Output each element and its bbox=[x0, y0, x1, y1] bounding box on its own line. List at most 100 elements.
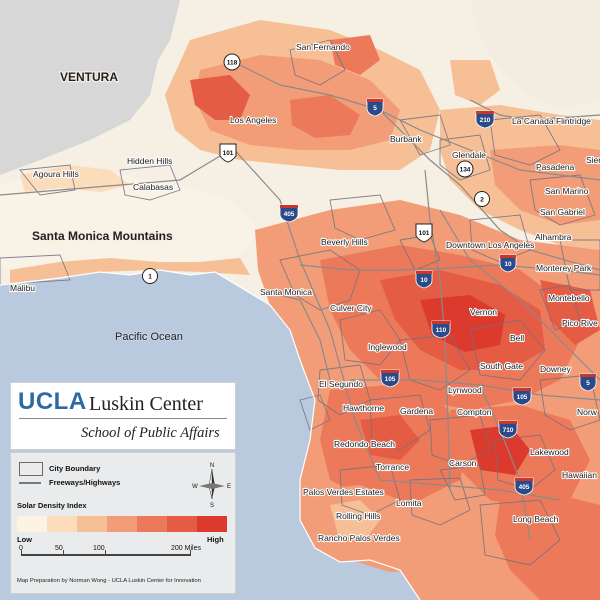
place-label: Sierra bbox=[586, 155, 600, 165]
place-label: Glendale bbox=[452, 150, 486, 160]
ramp-cell-4 bbox=[107, 516, 137, 532]
place-label: Hawaiian bbox=[562, 470, 597, 480]
place-label: La Canada Flintridge bbox=[512, 116, 591, 126]
place-label: Malibu bbox=[10, 283, 35, 293]
place-label: Compton bbox=[457, 407, 492, 417]
luskin-center-title: Luskin Center bbox=[89, 393, 203, 415]
svg-text:E: E bbox=[227, 484, 231, 490]
place-label: Calabasas bbox=[133, 182, 173, 192]
svg-text:105: 105 bbox=[517, 394, 528, 401]
legend-freeways-label: Freeways/Highways bbox=[49, 478, 121, 487]
interstate-shield: 10 bbox=[415, 270, 433, 289]
scale-label-0: 0 bbox=[19, 545, 23, 552]
interstate-shield: 405 bbox=[279, 204, 299, 223]
place-label: Redondo Beach bbox=[334, 439, 395, 449]
svg-text:134: 134 bbox=[460, 167, 471, 174]
svg-text:105: 105 bbox=[385, 376, 396, 383]
place-label: Vernon bbox=[470, 307, 497, 317]
place-label: Montebello bbox=[548, 293, 590, 303]
svg-text:210: 210 bbox=[480, 117, 491, 124]
us-route-shield: 101 bbox=[415, 223, 433, 243]
coastline bbox=[0, 269, 421, 600]
place-label: Downey bbox=[540, 364, 571, 374]
map-legend: City Boundary Freeways/Highways Solar De… bbox=[10, 452, 236, 594]
scale-tick bbox=[21, 550, 22, 556]
scale-label-200: 200 Miles bbox=[171, 545, 201, 552]
place-label: Downtown Los Angeles bbox=[446, 240, 534, 250]
svg-text:10: 10 bbox=[420, 277, 428, 284]
place-label: Lakewood bbox=[530, 447, 569, 457]
state-route-shield: 2 bbox=[474, 191, 490, 207]
place-label: Torrance bbox=[376, 462, 409, 472]
place-label: Gardena bbox=[400, 406, 433, 416]
place-label: El Segundo bbox=[319, 379, 363, 389]
svg-text:1: 1 bbox=[148, 274, 152, 281]
school-subtitle: School of Public Affairs bbox=[81, 425, 220, 441]
scale-label-100: 100 bbox=[93, 545, 105, 552]
place-label: Monterey Park bbox=[536, 263, 592, 273]
ucla-luskin-logo: UCLA Luskin Center School of Public Affa… bbox=[10, 382, 236, 450]
interstate-shield: 10 bbox=[499, 254, 517, 273]
place-label: Beverly Hills bbox=[321, 237, 368, 247]
highway-shields: 118 5 210 101 134 2 405 bbox=[142, 53, 597, 496]
svg-text:110: 110 bbox=[436, 327, 447, 334]
place-label: Hawthorne bbox=[343, 403, 384, 413]
ramp-cell-7 bbox=[197, 516, 227, 532]
interstate-shield: 5 bbox=[579, 373, 597, 392]
interstate-shield: 110 bbox=[431, 320, 451, 339]
place-label: Long Beach bbox=[513, 514, 559, 524]
place-label: San Marino bbox=[545, 186, 589, 196]
svg-text:101: 101 bbox=[223, 150, 234, 157]
place-label: Carson bbox=[449, 458, 477, 468]
region-label-ventura: VENTURA bbox=[60, 70, 118, 84]
state-route-shield: 1 bbox=[142, 268, 158, 284]
place-label: Los Angeles bbox=[230, 115, 276, 125]
mountains-area bbox=[0, 170, 260, 270]
place-label: Rolling Hills bbox=[336, 511, 380, 521]
city-labels: San Fernando Los Angeles Burbank Glendal… bbox=[9, 41, 600, 544]
svg-text:118: 118 bbox=[227, 60, 238, 67]
place-label: Lynwood bbox=[448, 385, 482, 395]
region-label-pacific-ocean: Pacific Ocean bbox=[115, 331, 183, 343]
place-label: Bell bbox=[510, 333, 524, 343]
svg-text:405: 405 bbox=[284, 211, 295, 218]
legend-low-label: Low bbox=[17, 535, 32, 544]
ramp-cell-2 bbox=[47, 516, 77, 532]
legend-index-title: Solar Density Index bbox=[17, 501, 87, 510]
solar-density-layer bbox=[10, 20, 600, 600]
scale-bar bbox=[21, 554, 191, 556]
ucla-wordmark: UCLA bbox=[18, 388, 87, 415]
state-route-shield: 134 bbox=[456, 160, 474, 178]
scale-tick bbox=[105, 550, 106, 556]
place-label: Rancho Palos Verdes bbox=[318, 533, 400, 543]
svg-text:W: W bbox=[192, 484, 198, 490]
place-label: South Gate bbox=[480, 361, 523, 371]
freeway-swatch bbox=[19, 482, 41, 484]
scale-tick bbox=[63, 550, 64, 556]
place-label: Santa Monica bbox=[260, 287, 312, 297]
freeway-network bbox=[0, 59, 600, 541]
svg-text:5: 5 bbox=[586, 380, 590, 387]
place-label: Norw bbox=[577, 407, 598, 417]
ramp-cell-5 bbox=[137, 516, 167, 532]
place-label: Alhambra bbox=[535, 232, 572, 242]
place-label: Culver City bbox=[330, 303, 372, 313]
svg-text:2: 2 bbox=[480, 197, 484, 204]
scale-tick bbox=[190, 550, 191, 556]
svg-text:10: 10 bbox=[504, 261, 512, 268]
svg-text:101: 101 bbox=[419, 230, 430, 237]
interstate-shield: 5 bbox=[366, 98, 384, 117]
place-label: Agoura Hills bbox=[33, 169, 79, 179]
place-label: Hidden Hills bbox=[127, 156, 172, 166]
legend-city-boundary-label: City Boundary bbox=[49, 464, 101, 473]
svg-text:710: 710 bbox=[503, 427, 514, 434]
scale-label-50: 50 bbox=[55, 545, 63, 552]
state-route-shield: 118 bbox=[223, 53, 241, 71]
place-label: Lomita bbox=[396, 498, 422, 508]
place-label: San Fernando bbox=[296, 42, 350, 52]
interstate-shield: 210 bbox=[475, 110, 495, 129]
svg-text:S: S bbox=[210, 503, 214, 509]
angeles-forest-area bbox=[470, 0, 600, 110]
place-label: San Gabriel bbox=[540, 207, 585, 217]
